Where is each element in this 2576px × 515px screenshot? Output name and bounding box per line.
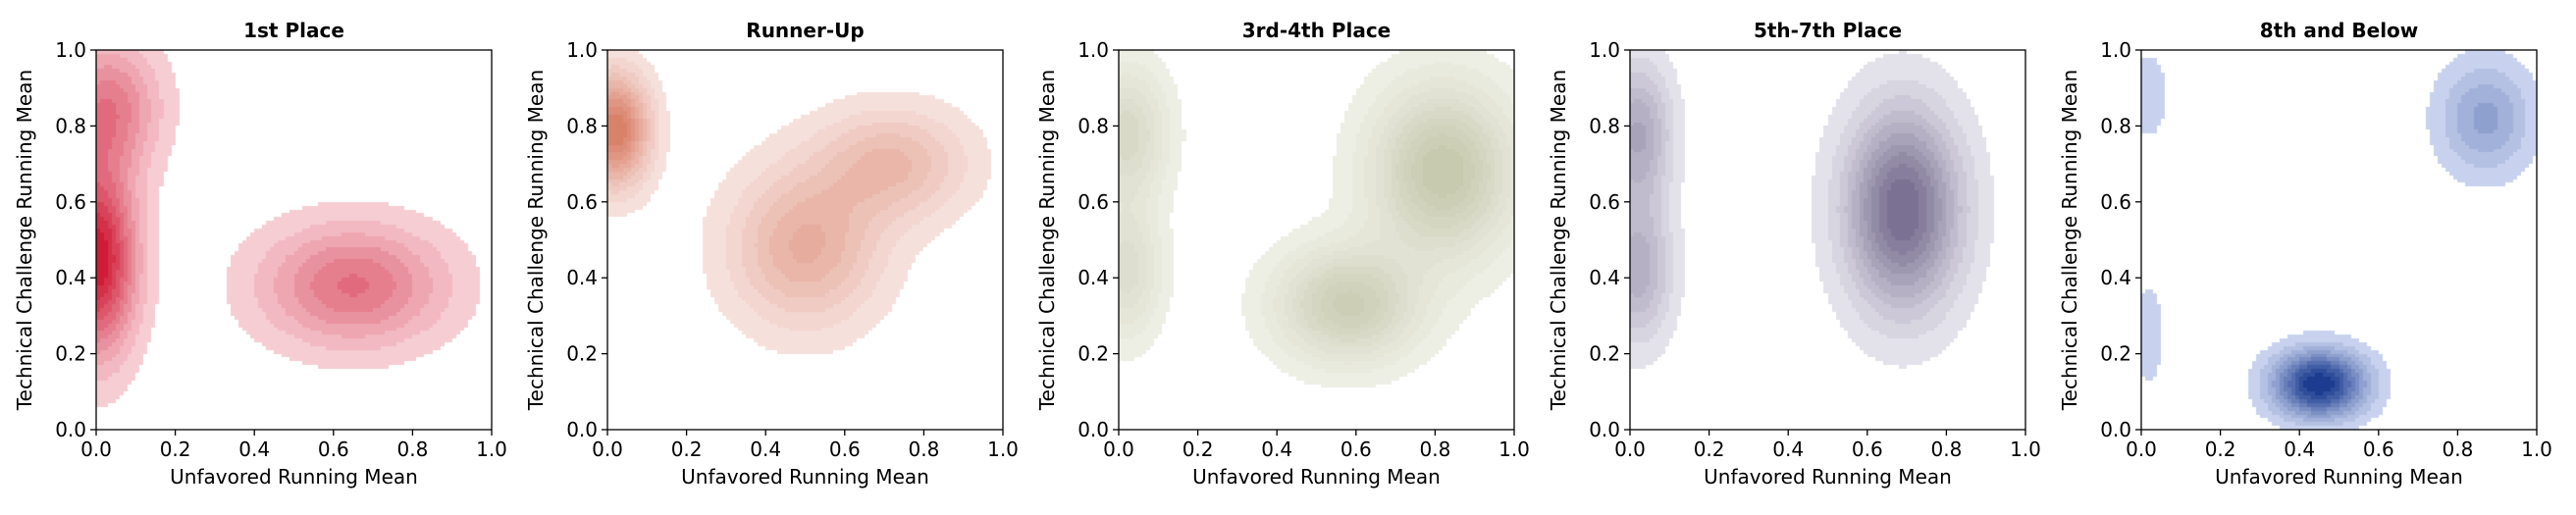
x-tick-label: 1.0 — [2010, 438, 2041, 461]
x-tick-label: 0.8 — [2442, 438, 2473, 461]
y-tick-label: 0.8 — [1078, 114, 1109, 137]
axes-frame — [606, 49, 1004, 431]
y-tick-label: 0.4 — [55, 266, 86, 289]
density-contours — [96, 50, 492, 430]
x-tick-label: 0.4 — [1772, 438, 1804, 461]
y-tick-label: 0.0 — [1589, 418, 1620, 441]
x-axis-label: Unfavored Running Mean — [1704, 465, 1952, 489]
x-tick-label: 0.6 — [829, 438, 861, 461]
y-tick-label: 1.0 — [55, 38, 86, 62]
y-tick-label: 0.2 — [55, 342, 86, 366]
panel-1: 0.0 0.2 0.4 0.6 0.8 1.0 0.0 0.2 0.4 0.6 0.8 1.0 1st … — [13, 19, 507, 489]
axes-frame — [1629, 49, 2026, 431]
panel-2: 0.0 0.2 0.4 0.6 0.8 1.0 0.0 0.2 0.4 0.6 0.8 1.0 Runn… — [524, 19, 1019, 489]
chart-title: 3rd-4th Place — [1242, 19, 1392, 42]
x-tick-label: 0.6 — [1852, 438, 1883, 461]
y-tick-label: 0.6 — [2100, 190, 2131, 214]
y-tick-label: 0.0 — [566, 418, 598, 441]
y-tick-label: 0.8 — [1589, 114, 1620, 137]
y-axis-label: Technical Challenge Running Mean — [524, 70, 548, 411]
y-tick-label: 1.0 — [1078, 38, 1109, 62]
x-tick-label: 0.0 — [2126, 438, 2157, 461]
y-tick-label: 0.6 — [1589, 190, 1620, 214]
x-tick-label: 0.2 — [671, 438, 703, 461]
density-contours — [607, 50, 1003, 430]
axes-frame — [2140, 49, 2538, 431]
y-tick-label: 0.2 — [2100, 342, 2131, 366]
density-contours — [1119, 50, 1514, 430]
y-tick-label: 0.0 — [1078, 418, 1109, 441]
x-tick-label: 0.4 — [1261, 438, 1292, 461]
y-tick-label: 0.4 — [2100, 266, 2131, 289]
y-tick-label: 0.8 — [55, 114, 86, 137]
y-tick-label: 0.2 — [1078, 342, 1109, 366]
x-tick-label: 0.2 — [2205, 438, 2236, 461]
x-tick-label: 0.2 — [1183, 438, 1214, 461]
panel-5: 0.0 0.2 0.4 0.6 0.8 1.0 0.0 0.2 0.4 0.6 0.8 1.0 8th … — [2058, 19, 2552, 489]
x-tick-label: 1.0 — [987, 438, 1019, 461]
chart-title: Runner-Up — [746, 19, 864, 42]
x-tick-label: 0.2 — [160, 438, 191, 461]
y-tick-label: 0.4 — [1589, 266, 1620, 289]
x-tick-label: 0.2 — [1694, 438, 1725, 461]
density-contours — [2141, 50, 2537, 430]
axes-frame — [95, 49, 493, 431]
y-tick-label: 0.8 — [2100, 114, 2131, 137]
chart-title: 8th and Below — [2260, 19, 2419, 42]
y-tick-label: 0.0 — [2100, 418, 2131, 441]
y-tick-label: 1.0 — [2100, 38, 2131, 62]
chart-title: 5th-7th Place — [1754, 19, 1902, 42]
axes-frame — [1118, 49, 1515, 431]
y-axis-label: Technical Challenge Running Mean — [2058, 70, 2081, 411]
x-tick-label: 0.4 — [2284, 438, 2315, 461]
x-tick-label: 0.8 — [1419, 438, 1450, 461]
x-axis-label: Unfavored Running Mean — [2215, 465, 2463, 489]
x-axis-label: Unfavored Running Mean — [681, 465, 929, 489]
y-axis-label: Technical Challenge Running Mean — [13, 70, 36, 411]
y-tick-label: 0.4 — [1078, 266, 1109, 289]
x-tick-label: 0.0 — [1614, 438, 1646, 461]
x-tick-label: 0.8 — [1930, 438, 1962, 461]
y-tick-label: 0.4 — [566, 266, 598, 289]
x-tick-label: 0.6 — [2363, 438, 2394, 461]
density-contours — [1630, 50, 2025, 430]
x-tick-label: 0.6 — [1341, 438, 1372, 461]
x-tick-label: 0.0 — [1103, 438, 1134, 461]
y-tick-label: 0.0 — [55, 418, 86, 441]
y-axis-label: Technical Challenge Running Mean — [1547, 70, 1570, 411]
y-tick-label: 0.6 — [1078, 190, 1109, 214]
x-tick-label: 1.0 — [2521, 438, 2552, 461]
x-axis-label: Unfavored Running Mean — [170, 465, 418, 489]
x-tick-label: 1.0 — [1498, 438, 1530, 461]
x-tick-label: 0.0 — [80, 438, 112, 461]
y-tick-label: 0.2 — [1589, 342, 1620, 366]
x-tick-label: 0.0 — [592, 438, 623, 461]
y-tick-label: 1.0 — [566, 38, 598, 62]
panel-3: 0.0 0.2 0.4 0.6 0.8 1.0 0.0 0.2 0.4 0.6 0.8 1.0 3rd-… — [1035, 19, 1530, 489]
y-axis-label: Technical Challenge Running Mean — [1035, 70, 1059, 411]
x-tick-label: 0.8 — [908, 438, 939, 461]
x-axis-label: Unfavored Running Mean — [1192, 465, 1441, 489]
x-tick-label: 0.4 — [238, 438, 270, 461]
x-tick-label: 1.0 — [476, 438, 507, 461]
x-tick-label: 0.6 — [318, 438, 349, 461]
panel-4: 0.0 0.2 0.4 0.6 0.8 1.0 0.0 0.2 0.4 0.6 0.8 1.0 5th-… — [1547, 19, 2041, 489]
x-tick-label: 0.4 — [750, 438, 781, 461]
chart-title: 1st Place — [243, 19, 344, 42]
x-tick-label: 0.8 — [396, 438, 428, 461]
y-tick-label: 0.6 — [55, 190, 86, 214]
y-tick-label: 1.0 — [1589, 38, 1620, 62]
y-tick-label: 0.8 — [566, 114, 598, 137]
y-tick-label: 0.2 — [566, 342, 598, 366]
y-tick-label: 0.6 — [566, 190, 598, 214]
